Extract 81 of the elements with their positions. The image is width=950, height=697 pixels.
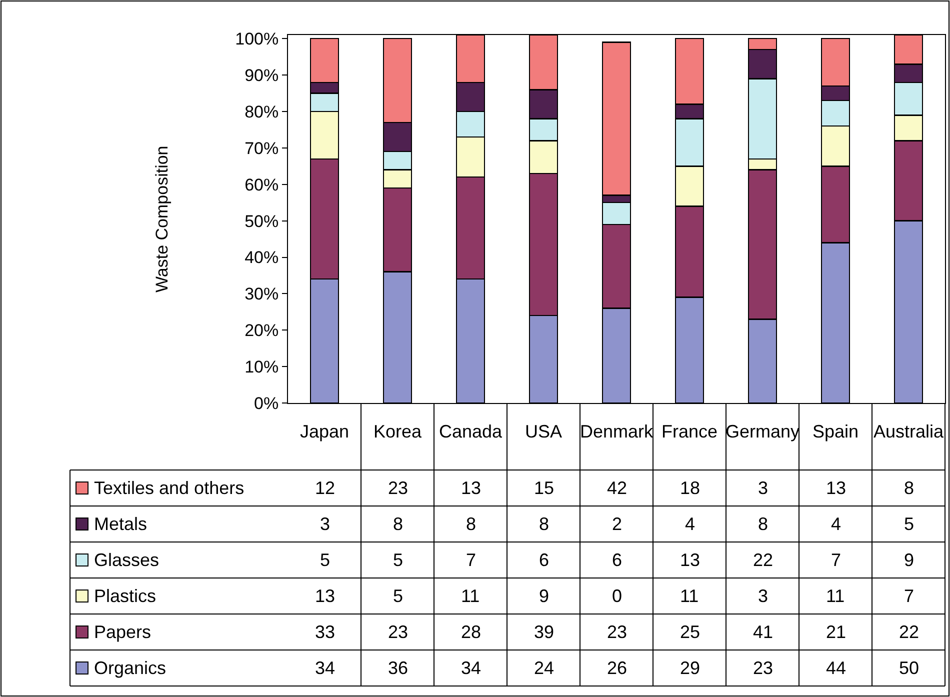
y-tick-label: 100%	[235, 30, 279, 49]
data-label: 3	[758, 478, 768, 498]
data-label: 22	[753, 550, 774, 570]
data-label: 8	[466, 514, 476, 534]
y-tick-label: 20%	[244, 321, 279, 340]
data-label: 9	[539, 586, 550, 606]
data-label: 34	[461, 658, 482, 678]
data-label: 23	[753, 658, 774, 678]
data-label: 36	[388, 658, 408, 678]
data-label: 11	[680, 586, 699, 606]
x-tick-label: Japan	[300, 422, 350, 442]
data-label: 6	[612, 550, 622, 570]
data-label: 42	[607, 478, 628, 498]
data-label: 7	[904, 586, 914, 606]
y-tick-label: 80%	[244, 102, 279, 122]
legend-label: Plastics	[94, 586, 156, 606]
data-label: 24	[534, 658, 554, 678]
data-label: 6	[539, 550, 550, 570]
legend-label: Organics	[94, 658, 166, 678]
data-label: 5	[320, 550, 330, 570]
x-tick-label: USA	[524, 422, 562, 442]
data-label: 8	[393, 514, 404, 534]
x-tick-label: France	[661, 422, 718, 442]
data-label: 7	[466, 550, 476, 570]
y-axis-title: Waste Composition	[152, 146, 172, 292]
y-tick-label: 10%	[244, 358, 279, 377]
data-label: 11	[826, 586, 845, 606]
data-label: 50	[899, 658, 920, 678]
data-label: 5	[393, 586, 404, 606]
data-label: 23	[388, 622, 408, 642]
data-label: 18	[680, 478, 700, 498]
data-label: 33	[315, 622, 336, 642]
data-label: 26	[607, 658, 628, 678]
data-label: 13	[461, 478, 482, 498]
data-label: 39	[534, 622, 554, 642]
data-label: 11	[461, 586, 480, 606]
data-label: 12	[315, 478, 336, 498]
y-tick-label: 0%	[254, 394, 279, 413]
x-tick-label: Germany	[725, 422, 800, 442]
legend-label: Textiles and others	[94, 478, 244, 498]
data-label: 41	[753, 622, 774, 642]
data-label: 29	[680, 658, 700, 678]
data-label: 5	[393, 550, 404, 570]
data-label: 9	[904, 550, 914, 570]
x-tick-label: Denmark	[580, 422, 654, 442]
y-tick-label: 70%	[244, 138, 279, 158]
data-label: 5	[904, 514, 914, 534]
data-label: 15	[534, 478, 554, 498]
data-label: 7	[831, 550, 842, 570]
data-label: 13	[315, 586, 336, 606]
data-label: 4	[831, 514, 842, 534]
data-label: 8	[539, 514, 550, 534]
y-tick-label: 30%	[244, 284, 279, 304]
data-label: 23	[388, 478, 408, 498]
x-tick-label: Spain	[812, 422, 859, 442]
data-label: 44	[826, 658, 846, 678]
data-label: 25	[680, 622, 700, 642]
y-tick-label: 60%	[244, 175, 279, 194]
x-tick-label: Korea	[373, 422, 422, 442]
y-tick-label: 50%	[244, 212, 279, 231]
data-label: 8	[758, 514, 768, 534]
data-label: 22	[899, 622, 920, 642]
data-label: 4	[685, 514, 696, 534]
data-label: 23	[607, 622, 628, 642]
x-tick-label: Canada	[438, 422, 504, 442]
data-label: 13	[680, 550, 700, 570]
legend-label: Papers	[94, 622, 152, 642]
data-label: 0	[612, 586, 622, 606]
x-tick-label: Australia	[873, 422, 945, 442]
data-label: 3	[320, 514, 330, 534]
data-label: 34	[315, 658, 336, 678]
data-label: 21	[826, 622, 846, 642]
data-label: 2	[612, 514, 622, 534]
data-label: 28	[461, 622, 482, 642]
legend-label: Glasses	[94, 550, 160, 570]
data-label: 13	[826, 478, 846, 498]
data-label: 8	[904, 478, 914, 498]
legend-label: Metals	[94, 514, 148, 534]
y-tick-label: 90%	[244, 66, 279, 86]
y-tick-label: 40%	[244, 248, 279, 268]
data-label: 3	[758, 586, 768, 606]
